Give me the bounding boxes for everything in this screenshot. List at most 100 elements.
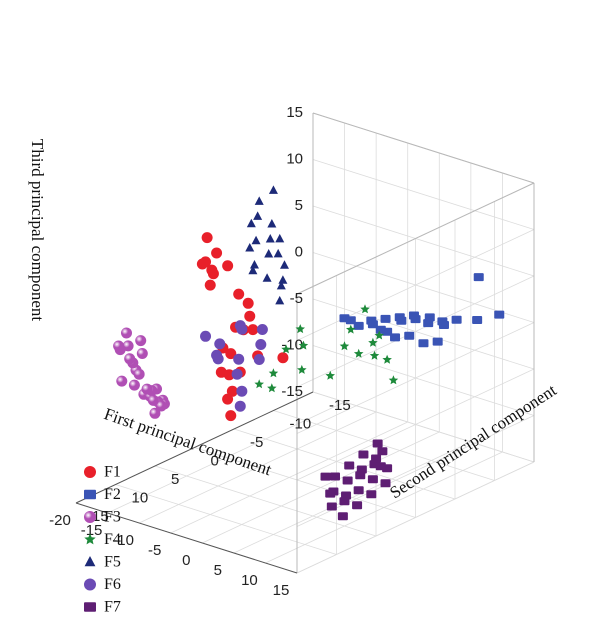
data-point-F3 (136, 348, 148, 359)
data-point-F1 (277, 352, 289, 364)
left-wall-gridline (312, 391, 535, 463)
y-tick-label: 10 (132, 489, 149, 506)
data-point-F7 (372, 439, 383, 448)
data-point-F5 (278, 275, 288, 284)
data-point-F7 (325, 489, 336, 498)
data-point-F5 (251, 235, 261, 245)
data-point-F1 (223, 369, 235, 381)
y-tick-label: -10 (290, 415, 312, 432)
legend-label: F2 (104, 486, 121, 503)
data-point-F4 (382, 354, 392, 364)
point-layer (113, 185, 505, 521)
data-point-F2 (367, 320, 378, 329)
data-point-F6 (253, 354, 265, 365)
data-point-F7 (342, 476, 353, 485)
legend-label: F3 (104, 509, 121, 526)
data-point-F7 (358, 450, 369, 459)
data-point-F7 (326, 502, 337, 511)
data-point-F7 (353, 486, 364, 495)
data-point-F4 (254, 379, 264, 389)
series-F7 (320, 439, 393, 521)
right-wall-gridline (296, 322, 535, 434)
data-point-F5 (276, 280, 286, 290)
data-point-F1 (196, 258, 208, 270)
data-point-F2 (473, 273, 484, 282)
data-point-F1 (222, 260, 234, 272)
data-point-F7 (375, 462, 386, 471)
data-point-F2 (451, 315, 462, 324)
data-point-F3 (133, 368, 145, 380)
floor-gridline (115, 484, 337, 555)
data-point-F1 (222, 393, 234, 405)
y-tick-label: 5 (171, 471, 179, 488)
data-point-F5 (267, 219, 277, 228)
x-tick-label: 10 (241, 572, 258, 589)
data-point-F3 (124, 353, 136, 365)
right-wall-gridline (296, 275, 535, 388)
z-axis-label: Third principal component (28, 139, 47, 322)
data-point-F2 (472, 316, 483, 324)
data-point-F4 (268, 368, 279, 378)
data-point-F1 (211, 247, 223, 259)
left-wall-gridline (312, 159, 535, 230)
data-point-F3 (149, 407, 161, 419)
data-point-F6 (255, 339, 267, 350)
data-point-F1 (225, 348, 237, 360)
data-point-F4 (368, 337, 378, 347)
x-tick-label: 5 (214, 562, 222, 579)
y-tick-label: 0 (211, 452, 219, 469)
legend-marker-F5 (84, 556, 96, 567)
data-point-F5 (264, 249, 274, 258)
series-F5 (245, 185, 289, 305)
data-point-F3 (155, 400, 167, 412)
axis-layer: -20-15-10-5051015-15-10-5051015-15-10-50… (49, 104, 535, 599)
legend-marker-F6 (84, 578, 96, 591)
data-point-F6 (236, 385, 248, 397)
legend-marker-F4 (84, 533, 96, 545)
legend-label: F5 (104, 554, 121, 571)
x-axis-label: First principal component (102, 404, 275, 479)
legend-marker-F1 (84, 466, 96, 478)
right-wall-gridline (296, 229, 535, 341)
legend-marker-F2 (84, 489, 96, 500)
data-point-F5 (275, 233, 285, 243)
data-point-F7 (344, 461, 355, 470)
data-point-F5 (279, 260, 289, 269)
legend-marker-F3 (84, 511, 96, 523)
x-axis-front-edge (75, 391, 314, 504)
data-point-F4 (297, 364, 307, 374)
data-point-F2 (339, 314, 350, 323)
data-point-F6 (234, 400, 246, 412)
data-point-F1 (242, 297, 254, 309)
data-point-F4 (281, 344, 291, 354)
legend-label: F4 (104, 531, 121, 548)
data-point-F5 (245, 243, 255, 252)
data-point-F3 (116, 375, 128, 387)
y-axis-front-edge (75, 502, 298, 574)
legend-item-F3: F3 (84, 509, 121, 526)
data-point-F5 (262, 273, 272, 282)
series-F3 (113, 327, 170, 419)
data-point-F3 (135, 335, 147, 347)
data-point-F3 (121, 327, 133, 339)
floor-gridline (194, 447, 416, 518)
legend: F1 F2 F3 F4 F5 F6 F7 (84, 464, 121, 616)
z-tick-label: 0 (295, 243, 303, 260)
data-point-F6 (212, 353, 224, 365)
series-F6 (200, 320, 268, 412)
legend-item-F4: F4 (84, 531, 121, 548)
data-point-F5 (273, 248, 283, 258)
data-point-F7 (355, 471, 366, 480)
data-point-F2 (410, 315, 421, 324)
legend-item-F5: F5 (84, 554, 121, 571)
data-point-F6 (200, 330, 212, 342)
data-point-F1 (225, 410, 237, 422)
data-point-F2 (438, 321, 449, 329)
left-wall-gridline (312, 298, 535, 370)
left-wall-gridline (312, 345, 535, 416)
data-point-F7 (352, 501, 363, 510)
data-point-F5 (254, 196, 264, 205)
legend-marker-F7 (84, 602, 96, 612)
left-wall-top-edge (312, 112, 535, 184)
x-tick-label: -5 (148, 542, 161, 559)
